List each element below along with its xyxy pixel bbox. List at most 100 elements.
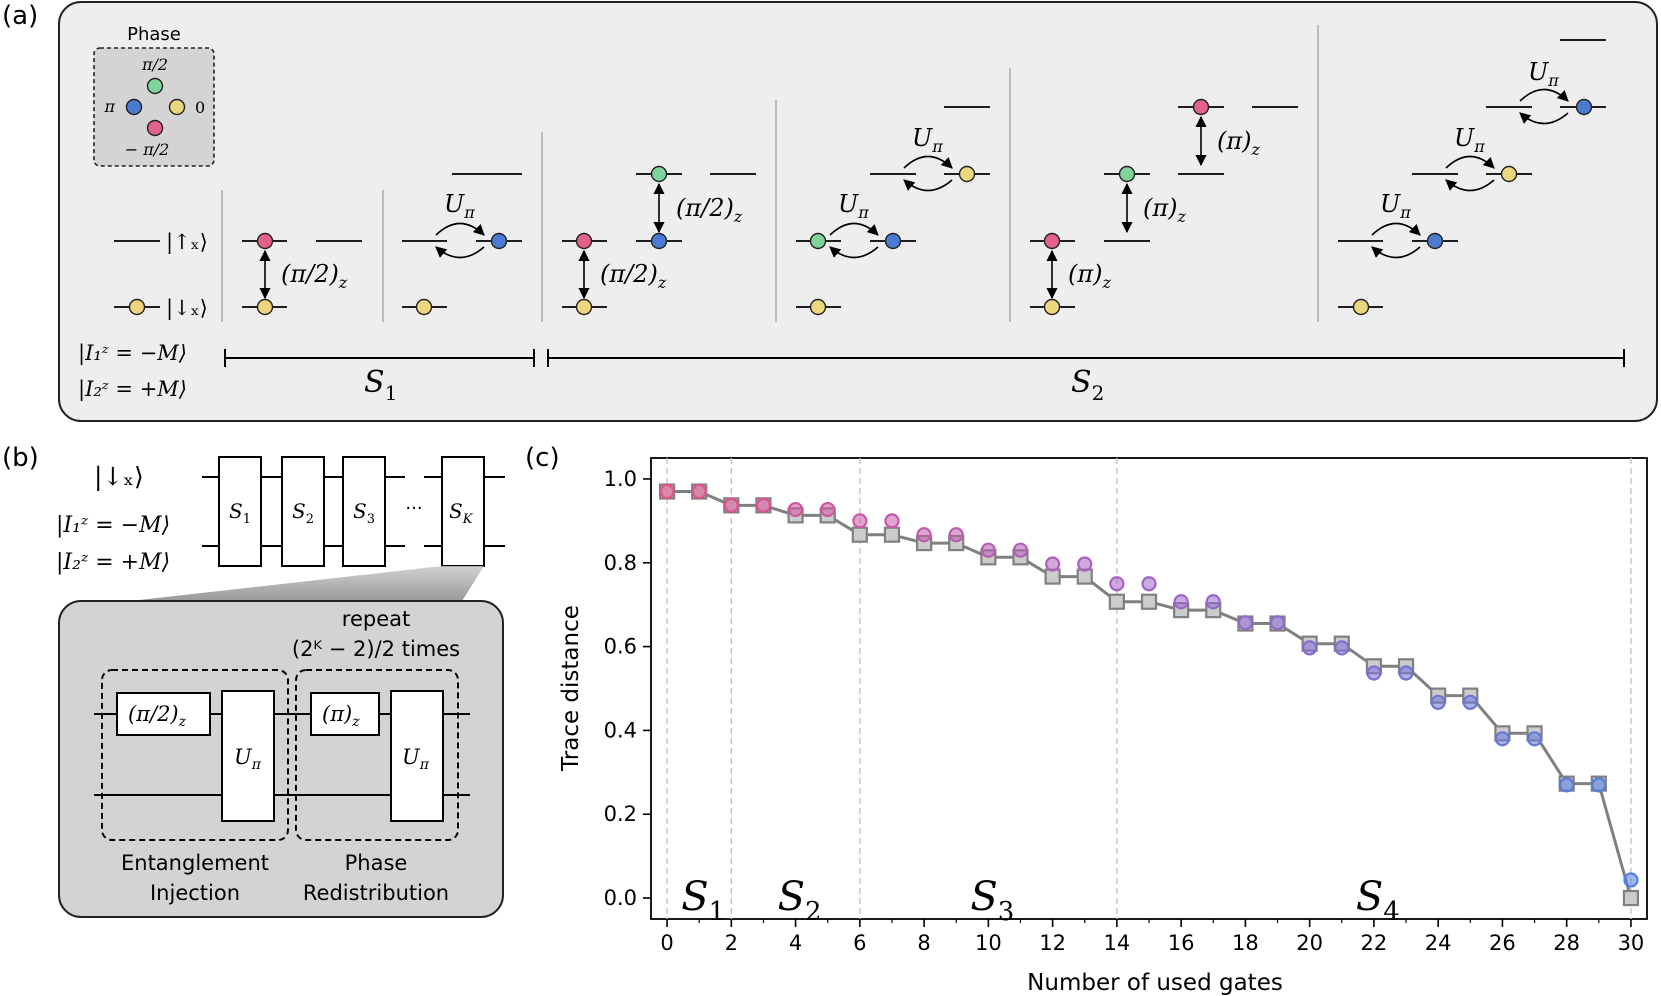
b-gate-u-b: U	[402, 745, 421, 769]
circle-marker	[1623, 872, 1639, 888]
step-4-u-sub-b: π	[931, 137, 943, 156]
x-tick-label: 26	[1489, 931, 1516, 955]
step-2-u-pi: Uπ	[402, 173, 522, 316]
state-label-down: |↓ₓ⟩	[166, 296, 208, 321]
x-tick-label: 2	[725, 931, 738, 955]
step-1-gate-label: (π/2)	[281, 260, 339, 288]
step-6-u-sub-a: π	[1399, 203, 1411, 222]
circle-marker	[1462, 694, 1478, 710]
b-nuclear-state-2: |I₂ᶻ = +M⟩	[56, 550, 170, 575]
b-block-sk-sub: K	[462, 512, 474, 527]
svg-text:(π/2)z: (π/2)z	[281, 260, 348, 292]
y-axis-ticks: 0.0 0.2 0.4 0.6 0.8 1.0	[604, 467, 651, 910]
b-block-s1: S1	[218, 456, 262, 567]
chart-stage-label-0: S1	[681, 874, 725, 927]
x-tick-label: 6	[853, 931, 866, 955]
phase-legend-title: Phase	[127, 24, 181, 45]
b-state-down: |↓ₓ⟩	[94, 462, 144, 492]
circle-marker	[980, 542, 996, 558]
y-tick-label: 0.8	[604, 551, 637, 575]
chart-stage-label-1: S2	[778, 874, 822, 927]
square-marker	[1076, 568, 1093, 585]
stage-label-s2: S	[1071, 365, 1092, 400]
circle-marker	[948, 527, 964, 543]
circle-marker	[1045, 556, 1061, 572]
circle-marker	[723, 497, 739, 513]
phase-dot-pi-half	[146, 77, 164, 95]
panel-a-label: (a)	[2, 1, 38, 31]
state-label-up: |↑ₓ⟩	[166, 230, 208, 255]
phase-label-top: π/2	[141, 55, 168, 74]
square-marker	[851, 526, 868, 543]
svg-text:(π)z: (π)z	[1068, 260, 1112, 292]
b-block-s3: S3	[342, 456, 386, 567]
circle-marker	[1430, 694, 1446, 710]
phase-dot-zero	[168, 98, 186, 116]
circle-marker	[820, 501, 836, 518]
svg-text:S3: S3	[353, 499, 375, 527]
x-tick-label: 14	[1104, 931, 1131, 955]
b-block-s3-label: S	[353, 499, 367, 523]
chart-stage-labels: S1 S2 S3 S4	[681, 874, 1400, 927]
b-gate-u-b-sub: π	[419, 757, 430, 773]
b-block-s2-sub: 2	[306, 512, 314, 527]
b-block-s1-sub: 1	[243, 512, 251, 527]
panel-c-label: (c)	[525, 443, 560, 473]
b-group2-line1: Phase	[345, 851, 408, 875]
circle-marker	[1559, 777, 1575, 793]
circle-marker	[1173, 594, 1189, 610]
x-axis-label: Number of used gates	[1027, 970, 1283, 996]
x-tick-label: 4	[789, 931, 802, 955]
step-6-u-pi: Uπ Uπ Uπ	[1338, 39, 1606, 316]
svg-text:Uπ: Uπ	[838, 190, 869, 222]
b-ellipsis: ···	[405, 498, 422, 519]
x-tick-label: 10	[975, 931, 1002, 955]
nuclear-state-1: |I₁ᶻ = −M⟩	[78, 341, 187, 366]
circle-marker	[787, 501, 804, 518]
circle-marker	[1012, 542, 1029, 558]
step-5-gate-label-c: (π)	[1217, 127, 1252, 155]
step-3-pi-half-rotations: (π/2)z (π/2)z	[562, 165, 756, 316]
x-tick-label: 24	[1425, 931, 1452, 955]
svg-text:S2: S2	[1071, 365, 1104, 405]
b-zoom-fan	[130, 566, 484, 601]
panel-a: Phase π/2 π 0 − π/2 |↑ₓ⟩ |↓ₓ⟩ |I₁ᶻ = −M⟩…	[58, 1, 1658, 422]
phase-label-left: π	[103, 97, 115, 116]
square-marker	[1108, 593, 1125, 610]
phase-legend: Phase π/2 π 0 − π/2	[93, 24, 215, 167]
b-block-s3-sub: 3	[367, 512, 375, 527]
step-3-gate-sub-b: z	[733, 207, 743, 226]
x-tick-label: 18	[1232, 931, 1259, 955]
circle-marker	[1077, 556, 1093, 572]
b-group-redistribution	[295, 669, 459, 841]
x-axis-ticks: 0 2 4 6 8 10 12 14 16 18 20 22 24 26 28 30	[660, 919, 1644, 955]
square-marker	[1622, 889, 1640, 907]
circle-marker	[755, 497, 772, 513]
chart-stage-label-3: S4	[1356, 874, 1400, 927]
circle-marker	[1398, 665, 1414, 681]
step-4-u-pi: Uπ Uπ	[796, 106, 990, 316]
step-6-u-label-c: U	[1528, 58, 1549, 86]
step-6-u-sub-c: π	[1547, 71, 1559, 90]
b-expanded-box	[58, 600, 504, 918]
step-5-gate-label-a: (π)	[1068, 260, 1103, 288]
x-tick-label: 12	[1039, 931, 1066, 955]
b-repeat-line1: repeat	[342, 607, 410, 631]
b-group1-line1: Entanglement	[121, 851, 269, 875]
step-4-u-label-b: U	[912, 124, 933, 152]
svg-text:Uπ: Uπ	[912, 124, 943, 156]
b-nuclear-state-1: |I₁ᶻ = −M⟩	[56, 513, 170, 538]
b-block-s2-label: S	[292, 499, 306, 523]
y-tick-label: 0.0	[604, 886, 637, 910]
svg-text:Uπ: Uπ	[402, 745, 430, 773]
panel-c-chart: 0 2 4 6 8 10 12 14 16 18 20 22 24 26 28 30 0.00.20.40.6…	[558, 457, 1648, 996]
b-gate-u-a-sub: π	[251, 757, 262, 773]
x-tick-label: 20	[1296, 931, 1323, 955]
step-5-gate-sub-b: z	[1177, 207, 1187, 226]
panel-b-label: (b)	[2, 443, 39, 473]
svg-text:Uπ: Uπ	[234, 745, 262, 773]
circle-marker	[1141, 576, 1157, 592]
step-6-u-label-b: U	[1454, 124, 1475, 152]
circle-marker	[916, 527, 932, 543]
circle-marker	[1302, 640, 1318, 656]
